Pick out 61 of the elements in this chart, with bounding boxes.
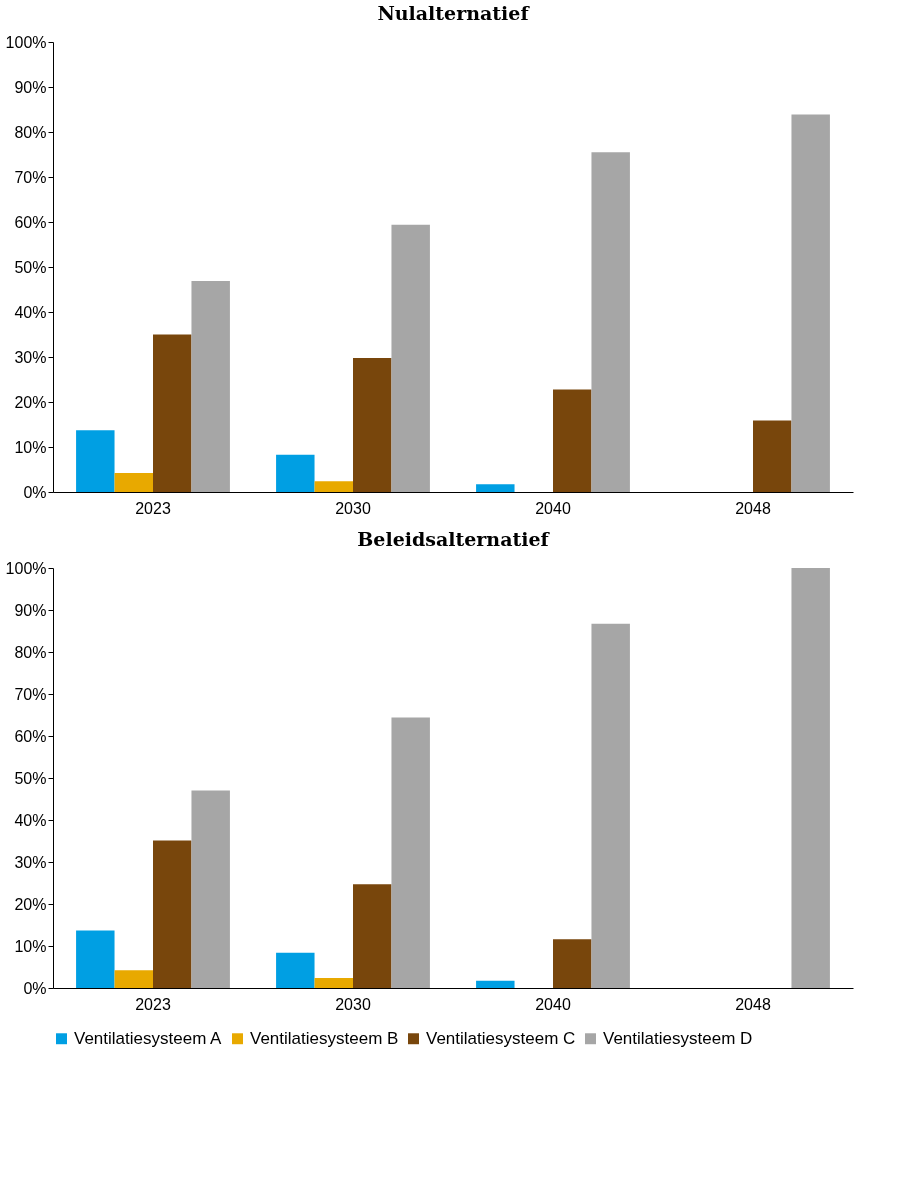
x-tick-label: 2030 [335, 995, 371, 1013]
bar [191, 790, 230, 988]
y-tick-label: 50% [14, 769, 47, 787]
bar [276, 454, 315, 492]
y-tick-label: 20% [14, 393, 47, 411]
y-tick-label: 80% [14, 643, 47, 661]
bar [153, 334, 192, 492]
bar [353, 884, 392, 988]
y-tick-label: 90% [14, 78, 47, 96]
y-tick-label: 10% [14, 438, 47, 456]
y-tick-label: 90% [14, 601, 47, 619]
legend-label: Ventilatiesysteem B [250, 1028, 399, 1048]
bar [391, 224, 430, 492]
x-tick-label: 2030 [335, 499, 371, 517]
bar [76, 430, 115, 492]
x-tick-label: 2040 [535, 499, 571, 517]
bar [791, 114, 830, 492]
bar [276, 952, 315, 988]
legend-label: Ventilatiesysteem A [74, 1028, 223, 1048]
y-tick-label: 20% [14, 895, 47, 913]
bar [191, 280, 230, 492]
bar [314, 481, 353, 492]
x-tick-label: 2048 [735, 499, 771, 517]
bar [553, 939, 592, 988]
y-tick-label: 30% [14, 853, 47, 871]
bar [114, 473, 153, 492]
bar [353, 357, 392, 492]
x-tick-label: 2048 [735, 995, 771, 1013]
bar [391, 717, 430, 988]
bar [753, 420, 792, 492]
y-tick-label: 100% [5, 33, 47, 51]
bar [553, 389, 592, 492]
bar [476, 484, 515, 492]
y-tick-label: 30% [14, 348, 47, 366]
y-tick-label: 100% [5, 559, 47, 577]
y-tick-label: 0% [23, 483, 47, 501]
y-tick-label: 60% [14, 727, 47, 745]
bar [791, 568, 830, 988]
y-tick-label: 70% [14, 168, 47, 186]
y-tick-label: 40% [14, 811, 47, 829]
chart-title: Beleidsalternatief [357, 528, 551, 550]
bar [76, 930, 115, 988]
bar [476, 980, 515, 988]
y-tick-label: 0% [23, 979, 47, 997]
x-tick-label: 2023 [135, 995, 171, 1013]
y-tick-label: 60% [14, 213, 47, 231]
x-tick-label: 2040 [535, 995, 571, 1013]
y-tick-label: 40% [14, 303, 47, 321]
y-tick-label: 70% [14, 685, 47, 703]
bar [591, 623, 630, 988]
y-tick-label: 10% [14, 937, 47, 955]
chart-title: Nulalternatief [377, 2, 531, 24]
bar [591, 152, 630, 492]
x-tick-label: 2023 [135, 499, 171, 517]
legend-label: Ventilatiesysteem D [603, 1028, 753, 1048]
bar [314, 977, 353, 988]
bar [114, 970, 153, 988]
y-tick-label: 80% [14, 123, 47, 141]
y-tick-label: 50% [14, 258, 47, 276]
bar [153, 840, 192, 988]
legend-label: Ventilatiesysteem C [426, 1028, 576, 1048]
